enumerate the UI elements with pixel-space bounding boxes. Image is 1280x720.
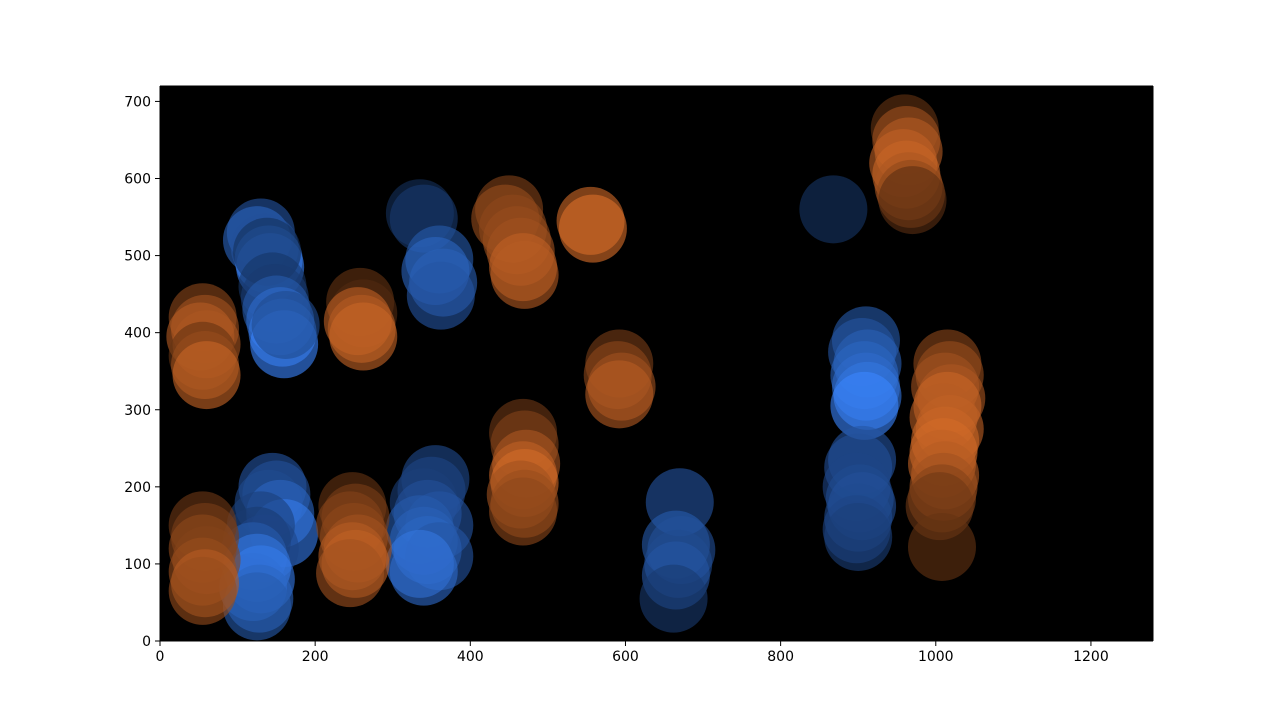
x-axis-ticks: 0 200 400 600 800 1000 1200 xyxy=(156,641,1109,665)
data-point xyxy=(830,371,899,440)
data-point xyxy=(490,240,559,309)
data-point xyxy=(585,360,654,429)
data-point xyxy=(316,539,385,608)
data-point xyxy=(639,564,708,633)
y-tick-label: 200 xyxy=(124,480,151,496)
y-tick-label: 0 xyxy=(142,634,151,650)
y-tick-label: 500 xyxy=(124,249,151,265)
series-0 xyxy=(219,175,902,641)
x-tick-label: 400 xyxy=(457,649,484,665)
data-point xyxy=(558,194,627,263)
series-1 xyxy=(166,94,986,625)
data-point xyxy=(799,175,868,244)
data-point xyxy=(168,556,237,625)
y-tick-label: 600 xyxy=(124,172,151,188)
data-point xyxy=(489,477,558,546)
x-tick-label: 1200 xyxy=(1073,649,1109,665)
x-tick-label: 200 xyxy=(302,649,329,665)
data-point xyxy=(907,512,976,581)
y-tick-label: 400 xyxy=(124,326,151,342)
data-point xyxy=(329,302,398,371)
data-points-layer xyxy=(166,94,986,641)
data-point xyxy=(824,502,893,571)
y-tick-label: 100 xyxy=(124,557,151,573)
data-point xyxy=(389,537,458,606)
data-point xyxy=(172,341,241,410)
x-tick-label: 800 xyxy=(767,649,794,665)
data-point xyxy=(878,166,947,235)
y-tick-label: 700 xyxy=(124,94,151,110)
y-axis-ticks: 0 100 200 300 400 500 600 700 xyxy=(124,94,160,650)
x-tick-label: 1000 xyxy=(918,649,954,665)
data-point xyxy=(251,290,320,359)
y-tick-label: 300 xyxy=(124,403,151,419)
x-tick-label: 0 xyxy=(156,649,165,665)
data-point xyxy=(406,261,475,330)
data-point xyxy=(222,572,291,641)
x-tick-label: 600 xyxy=(612,649,639,665)
